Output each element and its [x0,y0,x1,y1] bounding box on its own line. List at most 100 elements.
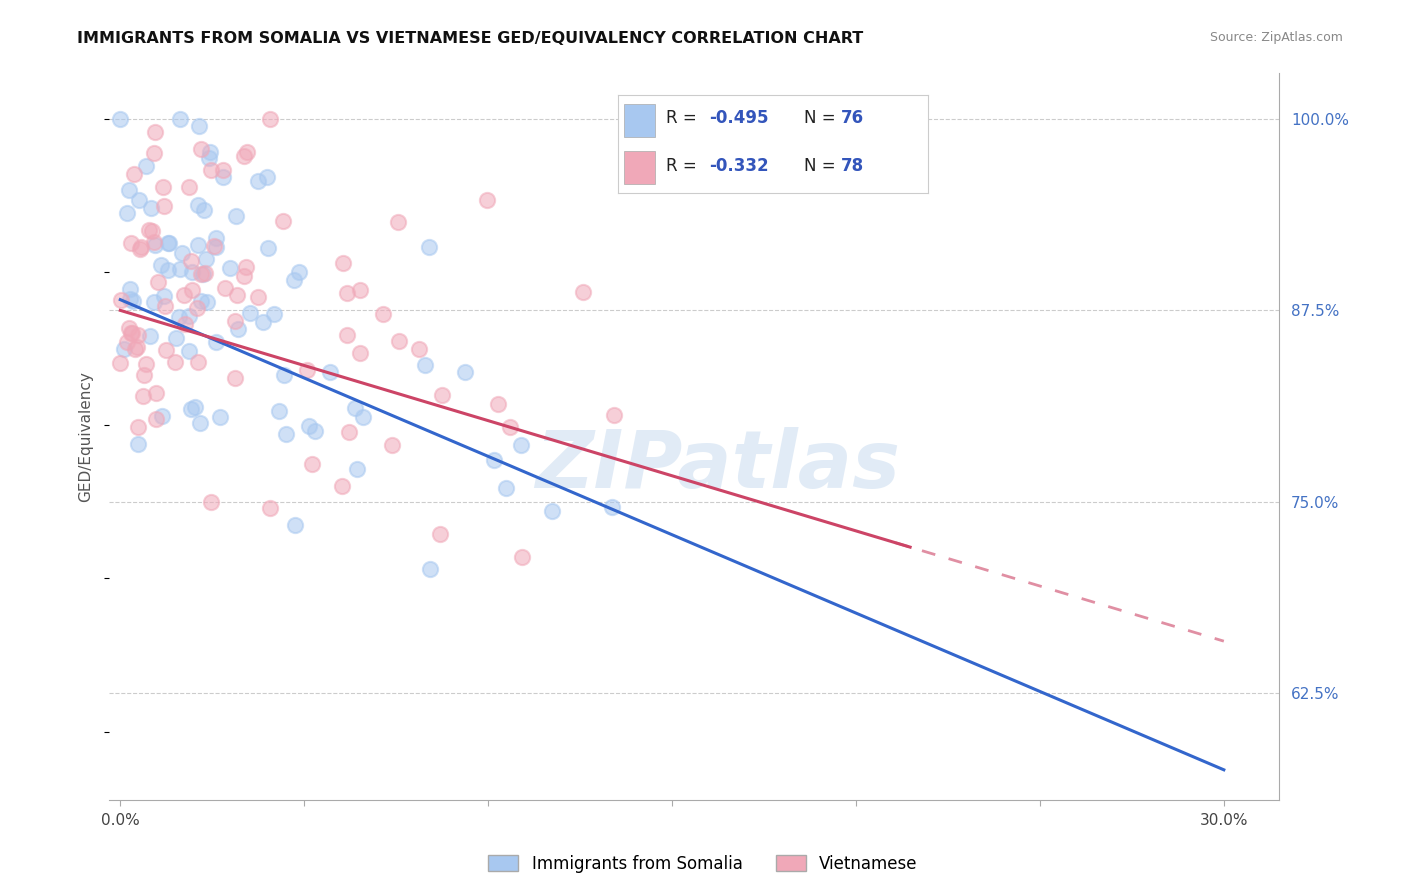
Point [169,261,191,276]
Point [156,236,179,251]
Point [200,495,222,509]
Point [180,254,202,268]
Point [179,344,201,359]
Point [200,163,222,178]
Point [121,293,143,308]
Point [198,145,221,159]
Point [204,240,226,254]
Point [145,412,167,426]
Point [194,252,217,267]
Point [232,149,254,163]
Point [239,306,262,320]
Point [304,425,326,439]
Point [177,179,200,194]
Point [271,214,294,228]
Point [125,340,148,354]
Point [225,209,247,223]
Point [603,409,626,423]
Point [259,112,281,126]
Point [148,275,170,289]
Point [332,256,354,270]
Point [143,235,166,250]
Point [112,342,135,356]
Point [388,334,411,348]
Point [120,236,142,251]
Point [127,328,149,343]
Point [283,273,305,287]
Point [194,266,217,280]
Point [337,425,360,439]
Point [138,223,160,237]
Point [169,112,191,126]
Point [187,198,209,212]
Point [298,419,321,434]
Point [110,356,132,370]
Point [228,322,250,336]
Text: ZIPatlas: ZIPatlas [536,426,900,505]
Point [274,426,297,441]
Point [153,289,176,303]
Point [288,265,311,279]
Point [174,317,197,331]
Point [540,504,562,518]
Point [330,479,353,493]
Point [183,400,205,414]
Point [336,286,359,301]
Point [432,388,454,402]
Point [198,151,221,165]
Point [165,331,187,345]
Point [129,242,152,256]
Point [190,267,212,281]
Point [117,334,139,349]
Point [155,299,177,313]
Point [141,201,163,215]
Point [143,238,166,252]
Point [387,215,409,229]
Point [408,343,430,357]
Point [127,436,149,450]
Point [486,397,509,411]
Point [202,239,225,253]
Point [117,206,139,220]
Point [110,112,132,126]
Point [135,159,157,173]
Point [259,500,281,515]
Point [149,258,172,272]
Point [246,290,269,304]
Point [600,500,623,515]
Point [173,288,195,302]
Point [163,355,186,369]
Point [122,167,145,181]
Point [190,142,212,156]
Point [263,306,285,320]
Point [118,321,141,335]
Point [128,194,150,208]
Point [191,267,214,281]
Point [143,294,166,309]
Point [352,410,374,425]
Point [495,481,517,495]
Point [124,342,146,356]
Point [419,562,441,576]
Point [295,363,318,377]
Point [301,457,323,471]
Point [454,365,477,379]
Point [218,261,240,276]
Point [429,526,451,541]
Point [509,438,531,452]
Point [186,301,208,315]
Point [167,310,190,324]
Point [187,355,209,369]
Point [150,409,173,424]
Point [284,518,307,533]
Point [252,315,274,329]
Point [156,263,179,277]
Point [343,401,366,416]
Point [188,119,211,133]
Point [181,283,204,297]
Point [155,343,177,358]
Point [195,294,218,309]
Point [153,199,176,213]
Point [205,231,228,245]
Point [120,326,142,340]
